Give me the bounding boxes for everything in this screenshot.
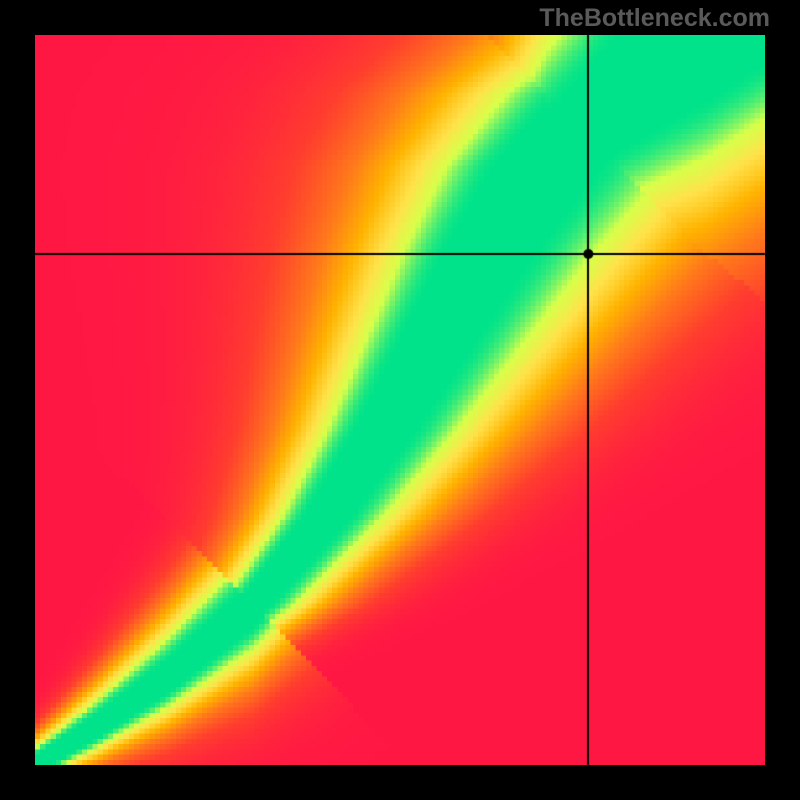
chart-container: TheBottleneck.com bbox=[0, 0, 800, 800]
crosshair-overlay bbox=[0, 0, 800, 800]
watermark-text: TheBottleneck.com bbox=[539, 4, 770, 33]
